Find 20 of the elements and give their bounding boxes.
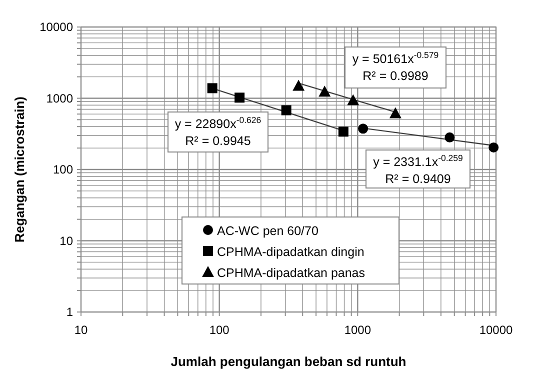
legend-label: CPHMA-dipadatkan panas (217, 266, 365, 280)
x-axis-title: Jumlah pengulangan beban sd runtuh (170, 354, 406, 369)
x-tick-label: 1000 (344, 323, 372, 337)
y-tick-label: 1000 (46, 91, 74, 106)
annotation: R² = 0.9945 (185, 134, 251, 148)
annotation: R² = 0.9409 (385, 172, 451, 186)
annotation: y = 2331.1x$^{-0.259}$ (373, 153, 464, 169)
legend-label: CPHMA-dipadatkan dingin (217, 245, 364, 259)
x-tick-label: 10000 (479, 323, 514, 337)
y-tick-label: 10000 (40, 20, 74, 34)
annotation: y = 22890x$^{-0.626}$ (174, 115, 262, 131)
y-tick-label: 100 (52, 162, 74, 176)
y-tick-label: 10 (60, 234, 74, 248)
legend-label: AC-WC pen 60/70 (217, 224, 318, 238)
y-axis-title: Regangan (microstrain) (12, 96, 27, 242)
x-tick-label: 10 (74, 323, 88, 337)
y-tick-label: 1 (66, 305, 74, 319)
x-tick-label: 100 (209, 323, 230, 337)
annotation: y = 50161x$^{-0.579}$ (352, 50, 439, 66)
annotation: R² = 0.9989 (362, 69, 428, 83)
